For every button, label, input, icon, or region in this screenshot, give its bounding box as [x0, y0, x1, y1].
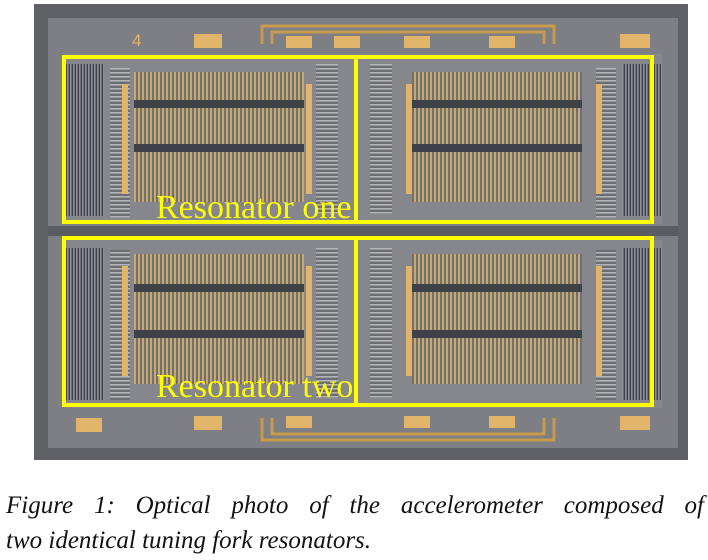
figure-caption-line-2: two identical tuning fork resonators. [6, 527, 372, 554]
resonator-two-label: Resonator two [156, 368, 353, 405]
top-bond-pads [194, 34, 650, 48]
top-wiring [260, 24, 556, 44]
bottom-wiring [260, 418, 556, 442]
resonator-two-highlight [62, 236, 654, 407]
bottom-bond-pads [76, 416, 650, 432]
chip-number: 4 [132, 31, 141, 50]
resonator-one-structure [64, 54, 662, 224]
resonator-one-label: Resonator one [156, 189, 351, 226]
figure-caption-line-1: Figure 1: Optical photo of the accelerom… [6, 492, 704, 519]
accelerometer-photo: 4 [34, 4, 688, 460]
die-gap [48, 226, 678, 236]
resonator-one-highlight [62, 55, 654, 224]
resonator-two-structure [64, 240, 662, 408]
